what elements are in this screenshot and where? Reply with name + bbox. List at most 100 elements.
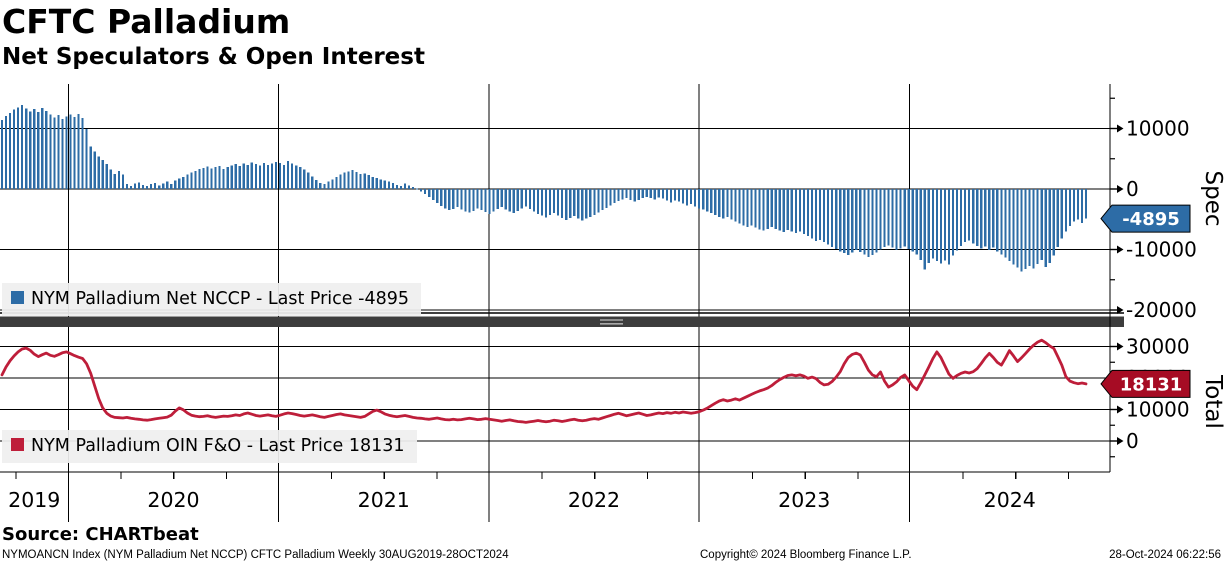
legend-oin[interactable]: NYM Palladium OIN F&O - Last Price 18131 (2, 430, 417, 463)
net-nccp-bar (468, 189, 471, 213)
net-nccp-bar (242, 163, 245, 189)
net-nccp-bar (105, 164, 108, 189)
net-nccp-bar (806, 189, 810, 237)
net-nccp-bar (1000, 189, 1003, 255)
net-nccp-bar (307, 172, 310, 189)
net-nccp-bar (746, 189, 749, 228)
net-nccp-bar (488, 189, 491, 214)
net-nccp-bar (399, 185, 403, 189)
net-nccp-bar (552, 189, 556, 214)
net-nccp-bar (694, 189, 697, 207)
net-nccp-bar (847, 189, 850, 255)
net-nccp-bar (649, 189, 652, 199)
net-nccp-bar (931, 189, 934, 259)
net-nccp-bar (129, 185, 133, 189)
net-nccp-bar (452, 189, 455, 209)
y-tick-arrow-icon (1117, 437, 1124, 445)
net-nccp-bar (1076, 189, 1080, 220)
blue-series-swatch (11, 291, 24, 304)
net-nccp-bar (585, 189, 588, 219)
net-nccp-bar (198, 169, 201, 189)
net-nccp-bar (141, 184, 145, 189)
net-nccp-bar (1032, 189, 1035, 269)
net-nccp-bar (303, 169, 306, 189)
net-nccp-bar (411, 187, 415, 189)
net-nccp-bar (1060, 189, 1063, 239)
net-nccp-bar (947, 189, 951, 265)
net-nccp-bar (295, 165, 298, 189)
y-tick-label: 10000 (1126, 398, 1190, 422)
net-nccp-bar (851, 189, 854, 253)
net-nccp-bar (726, 189, 729, 217)
net-nccp-bar (520, 189, 523, 209)
net-nccp-bar (1064, 189, 1067, 232)
net-nccp-bar (57, 115, 60, 189)
net-nccp-bar (109, 169, 112, 189)
net-nccp-bar (415, 188, 419, 190)
net-nccp-bar (186, 174, 189, 189)
net-nccp-bar (250, 162, 253, 189)
net-nccp-bar (939, 189, 943, 264)
legend-net-nccp[interactable]: NYM Palladium Net NCCP - Last Price -489… (2, 283, 421, 316)
y-tick-label: 10000 (1126, 117, 1190, 141)
panel-divider[interactable] (0, 316, 1124, 328)
net-nccp-bar (444, 189, 447, 209)
net-nccp-bar (661, 189, 664, 199)
net-nccp-bar (93, 151, 96, 189)
net-nccp-bar (573, 189, 576, 217)
net-nccp-bar (762, 189, 765, 231)
net-nccp-bar (371, 176, 374, 189)
net-nccp-bar (274, 161, 278, 189)
net-nccp-bar (476, 189, 479, 209)
net-nccp-bar (621, 189, 624, 200)
x-year-label: 2022 (568, 488, 620, 512)
net-nccp-bar (4, 115, 8, 189)
net-nccp-bar (1020, 189, 1023, 272)
net-nccp-bar (424, 189, 427, 194)
y-tick-arrow-icon (1117, 124, 1124, 133)
net-nccp-bar (919, 189, 922, 260)
net-nccp-bar (65, 116, 68, 189)
net-nccp-bar (484, 189, 487, 212)
net-nccp-bar (951, 189, 955, 256)
net-nccp-bar (331, 179, 334, 189)
total-last-price-tag (1100, 369, 1191, 398)
net-nccp-bar (1056, 189, 1059, 248)
net-nccp-bar (935, 189, 938, 261)
net-nccp-bar (637, 189, 640, 200)
net-nccp-bar (863, 189, 866, 255)
net-nccp-bar (540, 189, 544, 216)
net-nccp-bar (226, 167, 229, 189)
net-nccp-bar (234, 164, 237, 189)
net-nccp-bar (754, 189, 757, 228)
net-nccp-bar (927, 189, 930, 263)
net-nccp-bar (218, 166, 221, 189)
net-nccp-bar (798, 189, 801, 232)
net-nccp-bar (879, 189, 882, 250)
net-nccp-bar (504, 189, 507, 210)
net-nccp-bar (359, 173, 362, 189)
net-nccp-bar (814, 189, 818, 242)
net-nccp-bar (89, 146, 92, 189)
net-nccp-bar (266, 164, 270, 189)
net-nccp-bar (528, 189, 531, 209)
x-year-label: 2023 (778, 488, 830, 512)
net-nccp-bar (287, 161, 290, 189)
footer-index-description: NYMOANCN Index (NYM Palladium Net NCCP) … (2, 549, 509, 561)
net-nccp-bar (367, 175, 370, 189)
net-nccp-bar (117, 170, 120, 189)
net-nccp-bar (516, 189, 519, 211)
net-nccp-bar (77, 113, 80, 189)
net-nccp-bar (633, 189, 636, 202)
net-nccp-bar (1012, 189, 1015, 265)
net-nccp-bar (685, 189, 689, 206)
net-nccp-bar (343, 172, 346, 189)
net-nccp-bar (335, 176, 338, 189)
net-nccp-bar (972, 189, 975, 244)
net-nccp-bar (883, 189, 886, 248)
net-nccp-bar (246, 164, 249, 189)
net-nccp-bar (327, 181, 330, 189)
net-nccp-bar (911, 189, 914, 252)
total-last-price-tag-label: 18131 (1120, 374, 1183, 395)
